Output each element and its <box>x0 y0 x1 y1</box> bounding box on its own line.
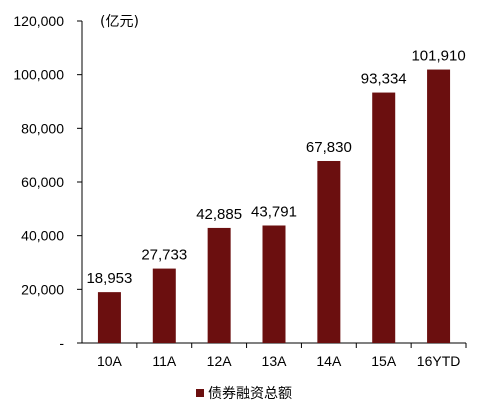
bars: 18,953 27,733 42,885 43,791 67,830 93,334101,… <box>86 48 466 343</box>
bar <box>207 227 231 343</box>
data-label: 18,953 <box>86 270 132 287</box>
x-tick-label: 16YTD <box>417 353 461 369</box>
bar <box>372 92 396 343</box>
y-tick-label: 120,000 <box>13 13 64 29</box>
y-tick-label: 80,000 <box>21 120 64 136</box>
y-tick-label: - <box>59 335 64 351</box>
x-tick-label: 11A <box>152 353 177 369</box>
data-label: 67,830 <box>306 139 352 156</box>
legend-swatch <box>196 389 204 397</box>
y-tick-label: 40,000 <box>21 228 64 244</box>
bar <box>152 268 176 343</box>
x-tick-label: 12A <box>207 353 233 369</box>
y-tick-label: 60,000 <box>21 174 64 190</box>
bar <box>427 69 451 343</box>
unit-label: (亿元) <box>100 14 139 30</box>
data-label: 42,885 <box>196 206 242 223</box>
legend: 债券融资总额 <box>196 386 292 402</box>
data-label: 43,791 <box>251 203 297 220</box>
data-label: 101,910 <box>411 48 465 65</box>
y-axis: - 20,000 40,000 60,000 80,000 100,000 120,000 <box>13 13 83 351</box>
x-tick-label: 14A <box>316 353 342 369</box>
bar <box>317 160 341 343</box>
y-tick-label: 20,000 <box>21 281 64 297</box>
bar <box>97 292 121 343</box>
x-tick-label: 15A <box>371 353 397 369</box>
bar <box>262 225 286 343</box>
x-tick-label: 10A <box>97 353 123 369</box>
x-tick-label: 13A <box>262 353 288 369</box>
x-axis: 10A 11A 12A 13A 14A 15A 16YTD <box>82 342 467 369</box>
y-tick-label: 100,000 <box>13 67 64 83</box>
data-label: 93,334 <box>361 71 407 88</box>
legend-label: 债券融资总额 <box>208 386 292 402</box>
data-label: 27,733 <box>141 247 187 264</box>
